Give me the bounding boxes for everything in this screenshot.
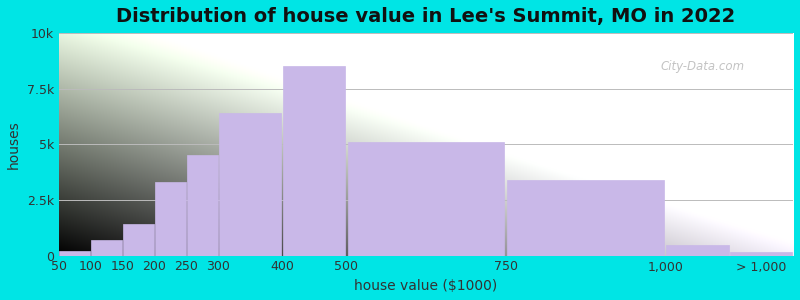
Bar bbox=[186, 155, 218, 256]
X-axis label: house value ($1000): house value ($1000) bbox=[354, 279, 498, 293]
Bar bbox=[59, 251, 90, 256]
Bar bbox=[219, 113, 282, 256]
Bar bbox=[122, 224, 154, 256]
Bar bbox=[730, 252, 793, 256]
Bar bbox=[154, 182, 186, 256]
Bar bbox=[282, 66, 346, 256]
Text: City-Data.com: City-Data.com bbox=[661, 60, 745, 73]
Bar bbox=[666, 244, 729, 256]
Bar bbox=[91, 240, 122, 256]
Bar bbox=[347, 142, 504, 256]
Title: Distribution of house value in Lee's Summit, MO in 2022: Distribution of house value in Lee's Sum… bbox=[116, 7, 735, 26]
Y-axis label: houses: houses bbox=[7, 120, 21, 169]
Bar bbox=[507, 180, 664, 256]
